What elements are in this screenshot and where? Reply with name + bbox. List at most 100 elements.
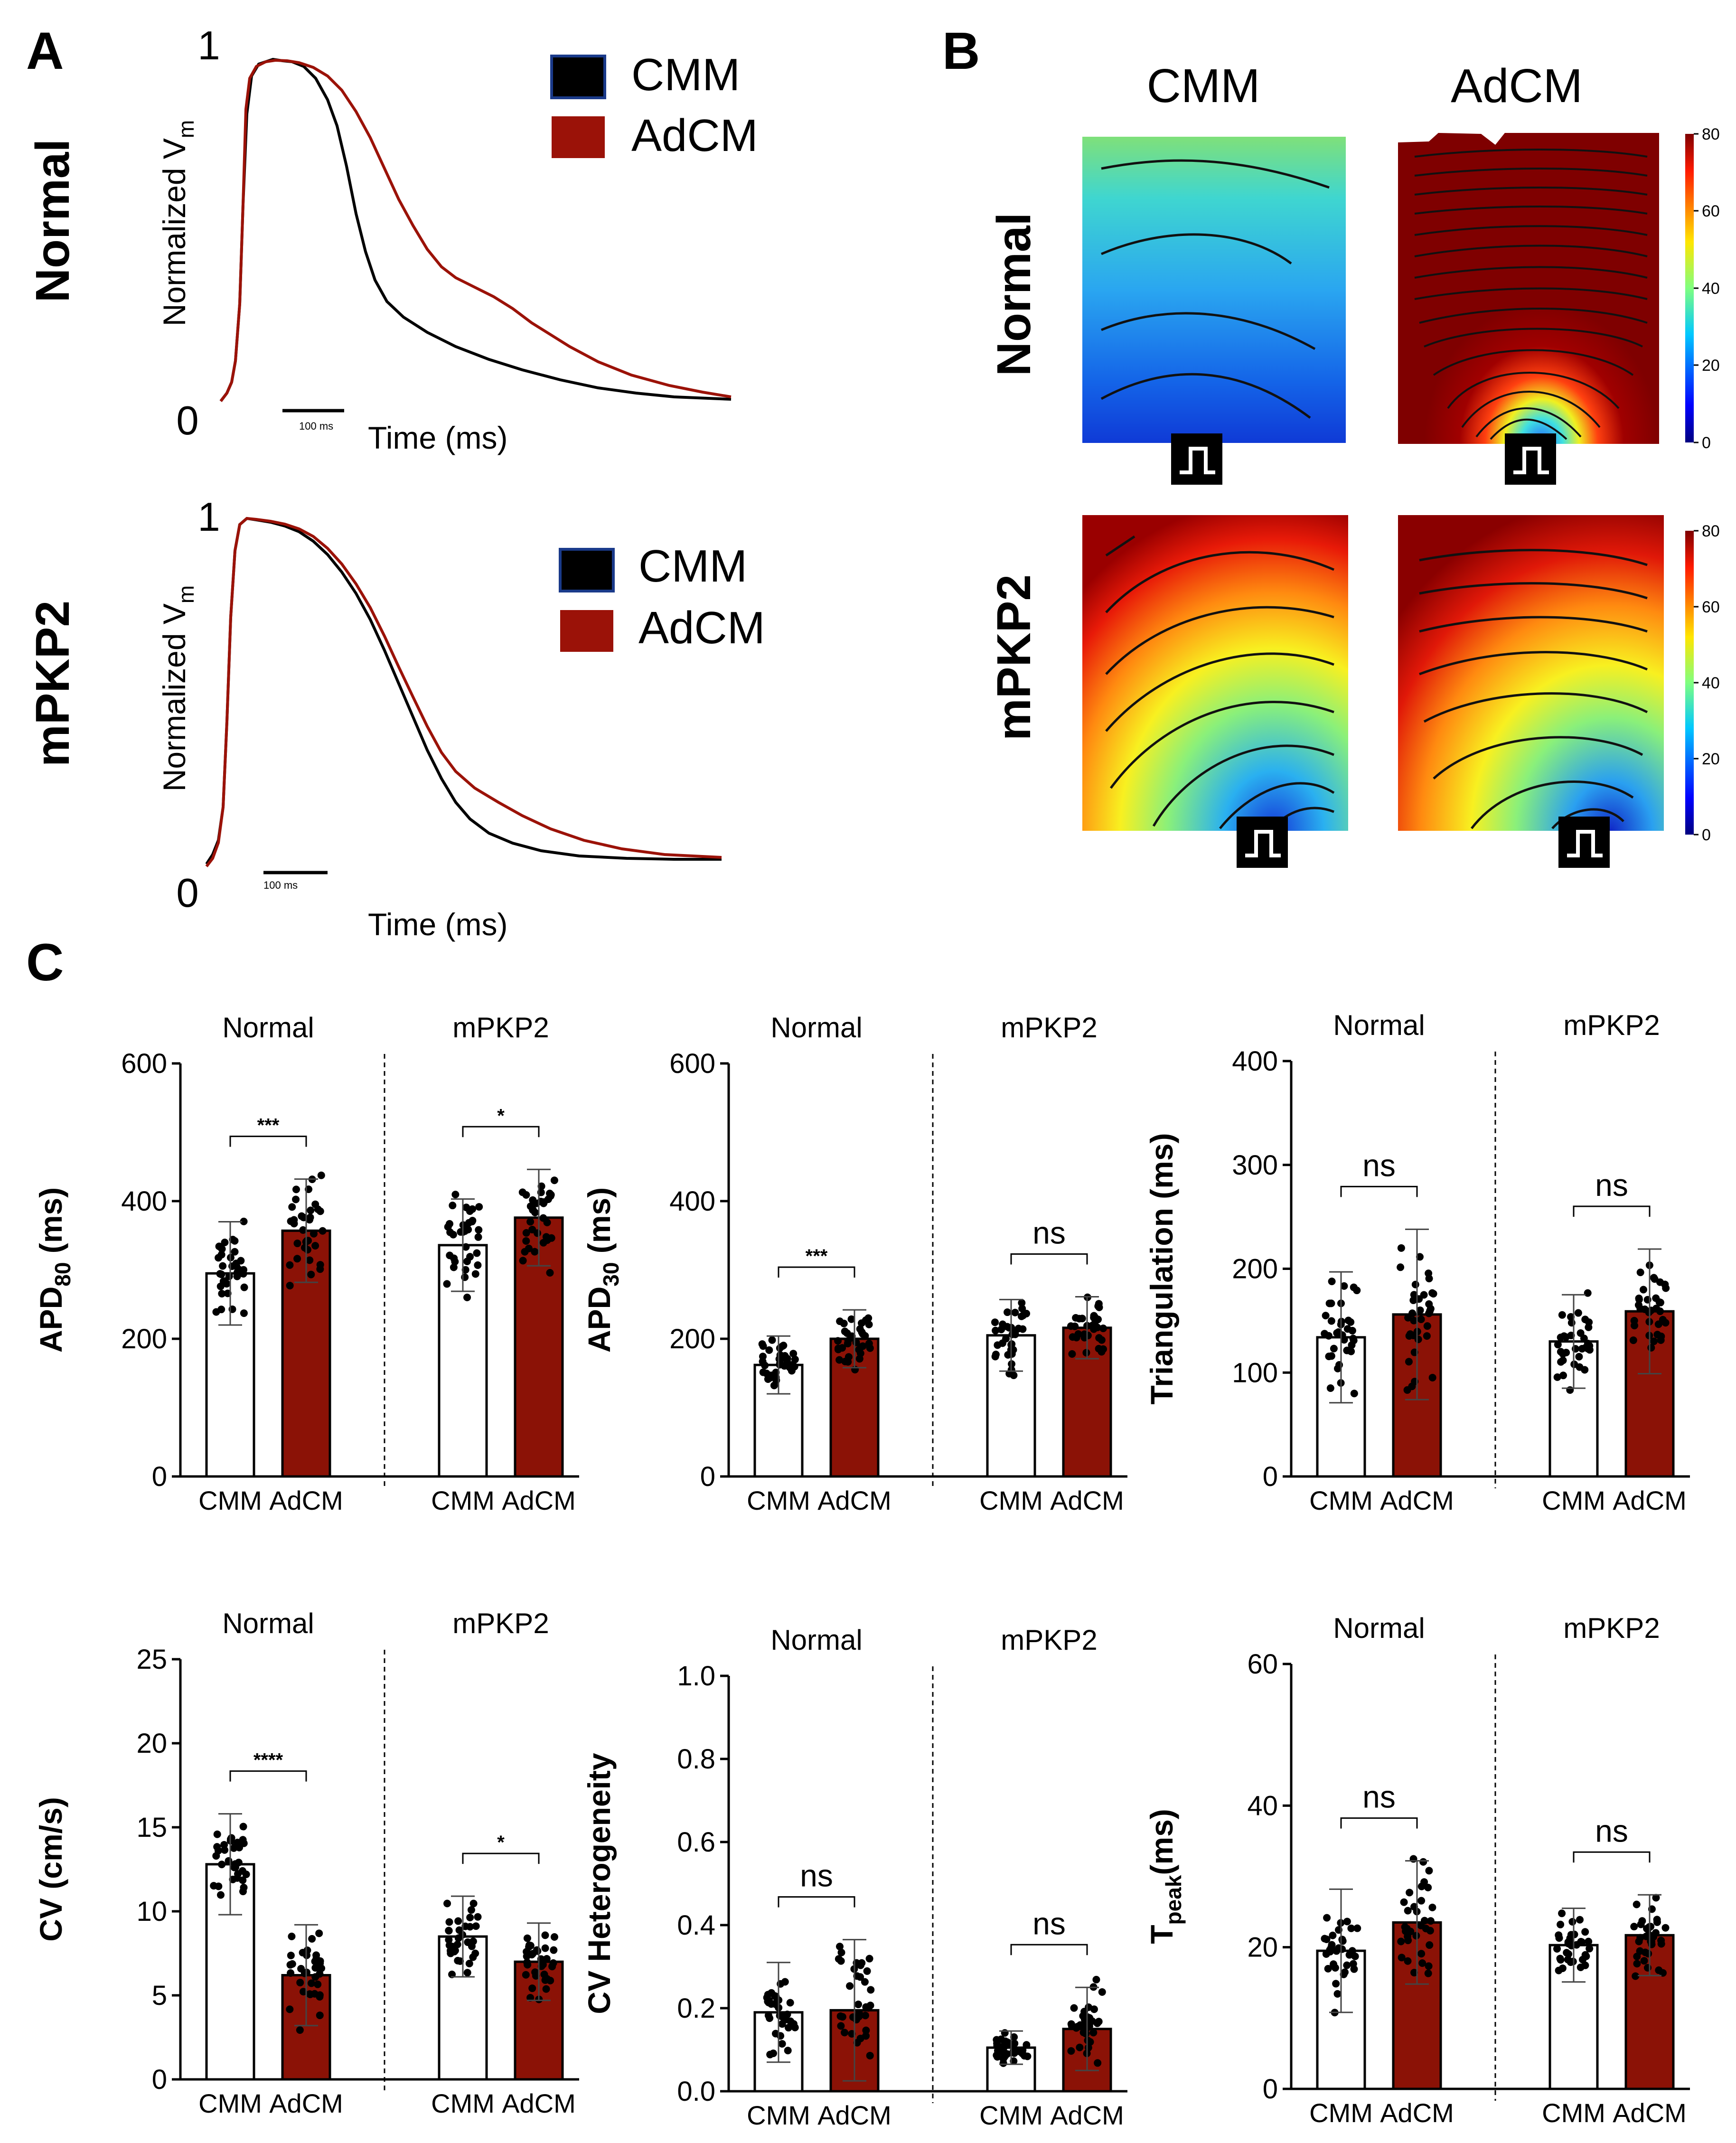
data-point [864, 2004, 873, 2012]
data-point [213, 1830, 221, 1838]
data-point [1068, 1350, 1076, 1358]
significance-label: * [497, 1832, 505, 1853]
y-axis-label: APD30 (ms) [582, 1187, 623, 1353]
y-bottom-label-2: 0 [176, 871, 198, 916]
data-point [522, 1237, 530, 1245]
data-point [776, 1344, 784, 1352]
data-point [444, 1223, 452, 1231]
data-point [1650, 1337, 1658, 1345]
data-point [310, 1230, 318, 1238]
group-title-mpkp2: mPKP2 [1563, 1612, 1660, 1644]
data-point [1641, 1305, 1649, 1313]
legend-swatch-adcm [552, 116, 605, 158]
x-tick-label: AdCM [1380, 1485, 1454, 1515]
data-point [239, 1823, 247, 1831]
stimulus-icon [1505, 433, 1556, 485]
data-point [1410, 1903, 1418, 1911]
data-point [1098, 1988, 1106, 1996]
data-point [770, 1382, 778, 1390]
data-point [1426, 1307, 1434, 1315]
data-point [544, 1195, 552, 1203]
data-point [863, 1967, 871, 1975]
data-point [1411, 1280, 1419, 1288]
data-point [216, 1891, 225, 1899]
data-point [239, 1876, 247, 1884]
x-tick-label: CMM [747, 2100, 810, 2130]
data-point [1327, 1317, 1335, 1325]
data-point [1653, 1918, 1661, 1926]
data-point [999, 1320, 1007, 1328]
data-point [307, 1206, 315, 1214]
data-point [306, 1256, 314, 1264]
data-point [1332, 1980, 1340, 1988]
legend-swatch-adcm-2 [560, 610, 613, 652]
data-point [1426, 1917, 1435, 1925]
data-point [994, 2053, 1002, 2061]
data-point [1424, 1969, 1432, 1977]
x-tick-label: AdCM [817, 2100, 891, 2130]
data-point [1642, 1932, 1650, 1940]
data-point [286, 1261, 294, 1269]
data-point [1090, 1312, 1098, 1320]
data-point [523, 1934, 531, 1942]
data-point [1340, 1336, 1348, 1344]
data-point [212, 1852, 220, 1860]
data-point [317, 1171, 325, 1179]
data-point [232, 1259, 240, 1268]
data-point [1557, 1334, 1565, 1342]
data-point [469, 1953, 477, 1961]
data-point [1406, 1330, 1414, 1338]
data-point [778, 2020, 786, 2028]
data-point [1095, 1303, 1103, 1311]
data-point [540, 1970, 548, 1978]
data-point [316, 1261, 324, 1269]
data-point [311, 1242, 319, 1250]
data-point [1350, 1336, 1358, 1344]
y-top-label: 1 [197, 23, 220, 68]
x-tick-label: AdCM [269, 2088, 343, 2118]
data-point [1410, 1969, 1418, 1977]
significance-bracket [229, 1136, 307, 1147]
legend-swatch-cmm-2 [559, 548, 615, 592]
data-point [1408, 1309, 1417, 1317]
data-point [225, 1857, 233, 1865]
data-point [1343, 1917, 1351, 1926]
data-point [526, 1202, 535, 1210]
y-tick-label: 0 [1263, 1461, 1278, 1492]
data-point [1326, 1384, 1334, 1392]
data-point [1351, 1952, 1359, 1960]
data-point [1074, 1330, 1082, 1338]
data-point [1329, 1931, 1337, 1939]
y-tick-label: 300 [1232, 1150, 1278, 1181]
data-point [1419, 1858, 1427, 1866]
data-point [1575, 1353, 1583, 1361]
x-axis-label-normal: Time (ms) [368, 420, 508, 455]
colorbar-normal: 80 60 40 20 0 [1685, 125, 1720, 452]
panel-label-b: B [942, 22, 980, 80]
data-point [1094, 2059, 1102, 2067]
data-point [1661, 1924, 1670, 1932]
y-tick-label: 0.2 [677, 1993, 715, 2024]
y-tick-label: 10 [136, 1896, 167, 1927]
data-point [834, 1337, 842, 1345]
data-point [1424, 1883, 1432, 1891]
data-point [314, 1205, 322, 1213]
data-point [1353, 1924, 1361, 1932]
data-point [791, 2023, 799, 2031]
data-point [783, 1354, 791, 1363]
data-point [854, 2001, 863, 2009]
x-tick-label: CMM [747, 1485, 810, 1515]
data-point [1629, 1336, 1637, 1344]
data-point [1338, 1936, 1346, 1944]
data-point [1340, 1970, 1348, 1978]
data-point [1324, 1964, 1332, 1973]
data-point [1559, 1372, 1567, 1380]
data-point [766, 2014, 774, 2022]
data-point [531, 1248, 539, 1256]
data-point [218, 1245, 226, 1253]
y-tick-label: 0 [1263, 2074, 1278, 2105]
data-point [287, 1969, 295, 1977]
data-point [1655, 1298, 1663, 1306]
data-point [286, 1281, 294, 1289]
